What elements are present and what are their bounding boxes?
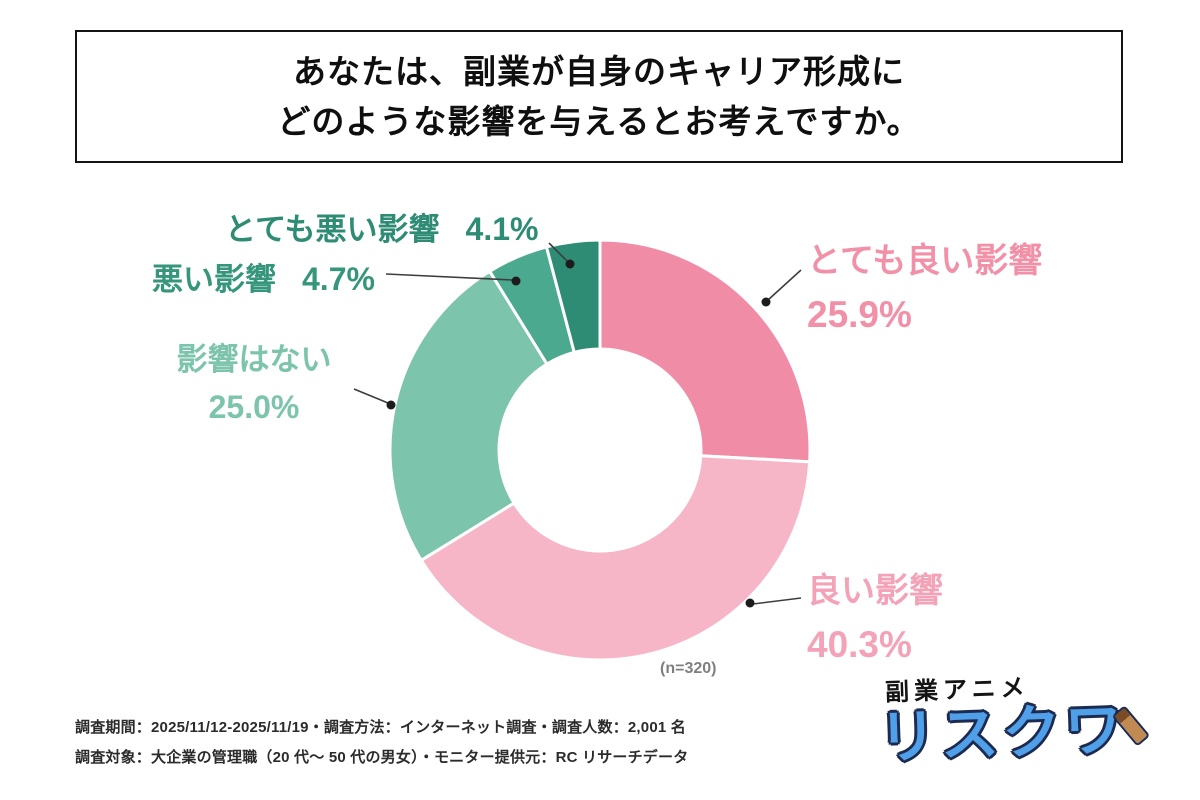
survey-question-box: あなたは、副業が自身のキャリア形成に どのような影響を与えるとお考えですか。 <box>75 30 1123 163</box>
leader-dot-0 <box>761 297 771 307</box>
segment-name: とても良い影響 <box>807 242 1043 280</box>
leader-dot-4 <box>565 259 575 269</box>
survey-question-line-2: どのような影響を与えるとお考えですか。 <box>277 102 921 140</box>
segment-percent: 40.3% <box>807 624 912 665</box>
pie-segment-4 <box>545 238 602 354</box>
survey-meta-line-1: 調査期間：2025/11/12-2025/11/19・調査方法：インターネット調… <box>75 719 686 736</box>
segment-label-very-bad-effect: とても悪い影響 4.1% <box>225 204 538 249</box>
segment-percent: 4.1% <box>465 211 539 247</box>
segment-name: 影響はない <box>176 342 332 377</box>
leader-dot-3 <box>511 276 521 286</box>
brand-logo: 副業アニメ リスクワ <box>876 663 1151 771</box>
segment-label-bad-effect: 悪い影響 4.7% <box>152 254 375 299</box>
survey-question-line-1: あなたは、副業が自身のキャリア形成に <box>293 52 905 90</box>
leader-dot-2 <box>386 400 396 410</box>
segment-name: 悪い影響 <box>152 262 276 297</box>
pie-segment-1 <box>419 454 812 662</box>
sample-size-label: (n=320) <box>660 660 717 677</box>
segment-percent: 25.0% <box>208 389 300 425</box>
leader-line-2 <box>353 388 389 404</box>
leader-line-1 <box>752 597 802 605</box>
survey-meta-line-2: 調査対象：大企業の管理職（20 代〜 50 代の男女）・モニター提供元：RC リ… <box>75 749 689 766</box>
pie-segment-0 <box>598 238 812 464</box>
segment-label-no-effect: 影響はない 25.0% <box>148 334 360 426</box>
segment-label-very-good-effect: とても良い影響 25.9% <box>807 233 1042 336</box>
leader-dot-1 <box>745 598 755 608</box>
leader-line-4 <box>548 242 568 262</box>
segment-name: とても悪い影響 <box>225 212 440 247</box>
pie-segment-2 <box>388 269 549 562</box>
leader-line-0 <box>767 269 802 301</box>
segment-percent: 4.7% <box>302 261 375 297</box>
brand-logo-title: リスクワ <box>877 697 1128 771</box>
segment-label-good-effect: 良い影響 40.3% <box>807 563 943 666</box>
segment-name: 良い影響 <box>807 572 943 610</box>
leader-line-3 <box>385 273 513 281</box>
segment-percent: 25.9% <box>807 294 912 335</box>
